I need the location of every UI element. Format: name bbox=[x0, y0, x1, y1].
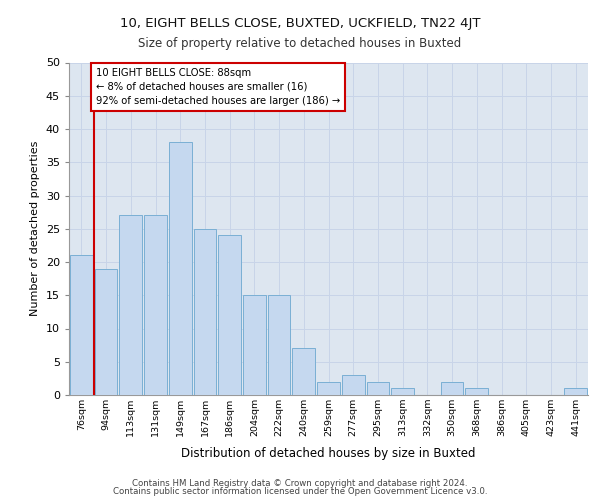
Bar bbox=[70, 256, 93, 395]
Bar bbox=[194, 229, 216, 395]
Text: Contains public sector information licensed under the Open Government Licence v3: Contains public sector information licen… bbox=[113, 487, 487, 496]
Bar bbox=[391, 388, 414, 395]
Bar bbox=[95, 268, 118, 395]
Bar bbox=[218, 236, 241, 395]
Text: Contains HM Land Registry data © Crown copyright and database right 2024.: Contains HM Land Registry data © Crown c… bbox=[132, 478, 468, 488]
Text: 10 EIGHT BELLS CLOSE: 88sqm
← 8% of detached houses are smaller (16)
92% of semi: 10 EIGHT BELLS CLOSE: 88sqm ← 8% of deta… bbox=[96, 68, 340, 106]
Text: Size of property relative to detached houses in Buxted: Size of property relative to detached ho… bbox=[139, 38, 461, 51]
Bar bbox=[441, 382, 463, 395]
Y-axis label: Number of detached properties: Number of detached properties bbox=[30, 141, 40, 316]
Bar bbox=[144, 216, 167, 395]
Bar bbox=[367, 382, 389, 395]
Text: 10, EIGHT BELLS CLOSE, BUXTED, UCKFIELD, TN22 4JT: 10, EIGHT BELLS CLOSE, BUXTED, UCKFIELD,… bbox=[120, 18, 480, 30]
Bar bbox=[119, 216, 142, 395]
Bar bbox=[292, 348, 315, 395]
X-axis label: Distribution of detached houses by size in Buxted: Distribution of detached houses by size … bbox=[181, 448, 476, 460]
Bar bbox=[317, 382, 340, 395]
Bar bbox=[564, 388, 587, 395]
Bar bbox=[169, 142, 191, 395]
Bar bbox=[466, 388, 488, 395]
Bar bbox=[342, 375, 365, 395]
Bar bbox=[268, 295, 290, 395]
Bar bbox=[243, 295, 266, 395]
